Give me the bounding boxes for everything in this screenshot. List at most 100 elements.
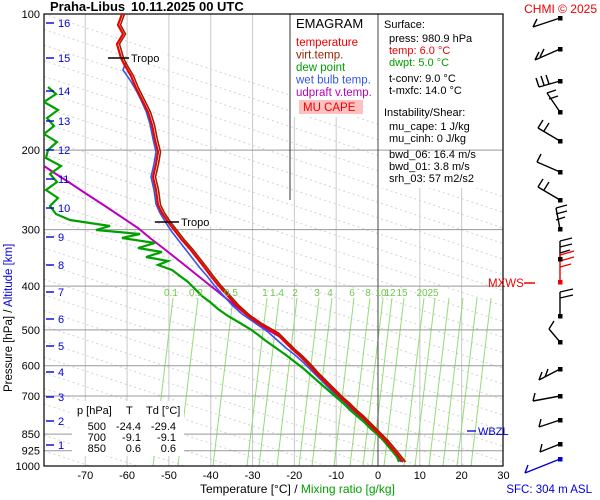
altitude-tick-label: 2 <box>58 416 64 428</box>
mxws-label: MXWS <box>488 278 524 290</box>
altitude-tick-label: 14 <box>58 86 70 98</box>
instability-bwd01: bwd_01: 3.8 m/s <box>389 161 470 173</box>
instability-mu-cape: mu_cape: 1 J/kg <box>389 121 470 133</box>
altitude-tick-label: 6 <box>58 314 64 326</box>
dry-adiabat-lines <box>44 14 503 466</box>
temperature-tick-label: 30 <box>497 470 509 482</box>
wind-barb-dot <box>558 367 563 372</box>
wind-barb <box>537 119 561 142</box>
altitude-tick-label: 5 <box>58 341 64 353</box>
temperature-tick-label: 20 <box>456 470 468 482</box>
wind-barb-dot <box>558 314 563 319</box>
legend-item-dew-point: dew point <box>296 62 346 74</box>
tropopause-marker-upper: Tropo <box>108 50 166 65</box>
temperature-curve <box>115 14 404 463</box>
wind-barb-dot <box>558 110 563 115</box>
mixing-ratio-value-label: 20 <box>416 288 428 299</box>
legend-box: EMAGRAM temperature virt.temp. dew point… <box>295 16 372 114</box>
surface-dwpt: dwpt: 5.0 °C <box>389 57 449 69</box>
mixing-ratio-value-label: 4 <box>327 288 333 299</box>
wind-barb-dot <box>558 47 563 52</box>
wind-barb-dot <box>558 442 563 447</box>
mixing-ratio-value-label: 0.5 <box>224 288 238 299</box>
instability-title: Instability/Shear: <box>384 107 465 119</box>
sounding-curves <box>44 14 407 463</box>
surface-tconv: t-conv: 9.0 °C <box>389 73 456 85</box>
pressure-tick-label: 600 <box>22 361 40 373</box>
legend-item-wet-bulb: wet bulb temp. <box>295 75 371 87</box>
wind-barb-dot <box>558 418 563 423</box>
isobar-gridlines <box>44 149 503 452</box>
pressure-tick-label: 300 <box>22 225 40 237</box>
wet-bulb-zero-marker: WBZL <box>467 426 509 438</box>
mixing-ratio-value-label: 0.2 <box>189 288 203 299</box>
pressure-tick-label: 925 <box>22 446 40 458</box>
surface-info-panel: Surface: press: 980.9 hPa temp: 6.0 °C d… <box>384 19 473 97</box>
temperature-tick-label: -10 <box>328 470 344 482</box>
tropo-label: Tropo <box>181 217 209 229</box>
altitude-tick-label: 16 <box>58 18 70 30</box>
mixing-ratio-value-label: 8 <box>365 288 371 299</box>
table-header-p: p [hPa] <box>77 405 112 417</box>
pressure-tick-label: 1000 <box>16 461 40 473</box>
temperature-tick-label: -70 <box>77 470 93 482</box>
svg-text:700: 700 <box>88 432 106 444</box>
pressure-tick-labels: 100 200 300 400 500 600 700 850 925 1000 <box>16 9 40 473</box>
pressure-tick-label: 700 <box>22 391 40 403</box>
wind-barb-dot <box>558 457 563 462</box>
wind-barb <box>546 89 561 113</box>
table-header-t: T <box>126 405 133 417</box>
altitude-tick-labels: 16 15 14 13 12 11 10 9 8 7 6 5 4 3 2 1 <box>46 18 70 452</box>
mixing-ratio-value-label: 2 <box>292 288 298 299</box>
legend-item-virt-temp: virt.temp. <box>296 50 343 62</box>
instability-srh03: srh_03: 57 m2/s2 <box>389 173 474 185</box>
y-axis-title-pressure: Pressure [hPa] <box>3 316 15 392</box>
altitude-tick-label: 3 <box>58 392 64 404</box>
legend-background <box>290 14 378 117</box>
svg-text:-9.1: -9.1 <box>122 432 141 444</box>
svg-text:500: 500 <box>88 421 106 433</box>
mixing-ratio-value-label: 0.1 <box>164 288 178 299</box>
wind-barb <box>537 178 561 201</box>
mixing-ratio-lines <box>152 297 492 466</box>
x-axis-title-mixing: Mixing ratio [g/kg] <box>301 482 395 496</box>
tropo-label: Tropo <box>131 53 159 65</box>
wind-barb <box>536 153 561 173</box>
mixing-ratio-value-label: 1 <box>262 288 268 299</box>
mixing-ratio-value-label: 15 <box>396 288 408 299</box>
altitude-tick-label: 8 <box>58 260 64 272</box>
altitude-tick-label: 12 <box>58 145 70 157</box>
legend-item-temperature: temperature <box>296 37 358 49</box>
svg-text:0.6: 0.6 <box>126 443 141 455</box>
temperature-tick-labels: -70 -60 -50 -40 -30 -20 -10 0 10 20 30 <box>77 470 509 482</box>
wind-barb-dot <box>558 227 563 232</box>
wind-barb <box>559 237 573 259</box>
mixing-ratio-value-label: 6 <box>349 288 355 299</box>
y-axis-title: Pressure [hPa] / Altitude [km] <box>3 244 15 392</box>
wind-barb <box>535 74 561 88</box>
wind-barb <box>532 17 561 28</box>
temperature-tick-label: -40 <box>203 470 219 482</box>
altitude-tick-label: 10 <box>58 203 70 215</box>
max-wind-barb <box>559 250 575 282</box>
tropo-label-background <box>180 214 216 227</box>
chmi-credit: CHMI © 2025 <box>524 2 597 16</box>
info-panel-background <box>378 14 503 188</box>
mixing-ratio-value-label: 3 <box>314 288 320 299</box>
dew-point-curve <box>44 86 401 463</box>
table-row: 700 -9.1 -9.1 <box>88 432 176 444</box>
sounding-datetime: 10.11.2025 00 UTC <box>131 0 244 14</box>
instability-info-panel: Instability/Shear: mu_cape: 1 J/kg mu_ci… <box>384 107 476 185</box>
svg-text:Pressure [hPa] /: Pressure [hPa] / Altitude [km] <box>3 244 15 392</box>
surface-press: press: 980.9 hPa <box>389 33 473 45</box>
pressure-tick-label: 400 <box>22 281 40 293</box>
surface-temp: temp: 6.0 °C <box>389 45 450 57</box>
temperature-tick-label: -20 <box>286 470 302 482</box>
temperature-tick-label: 0 <box>375 470 381 482</box>
pressure-tick-label: 200 <box>22 145 40 157</box>
wind-barb-dot <box>558 16 563 21</box>
mixing-ratio-value-label: 10 <box>375 288 387 299</box>
temperature-tick-label: -60 <box>119 470 135 482</box>
